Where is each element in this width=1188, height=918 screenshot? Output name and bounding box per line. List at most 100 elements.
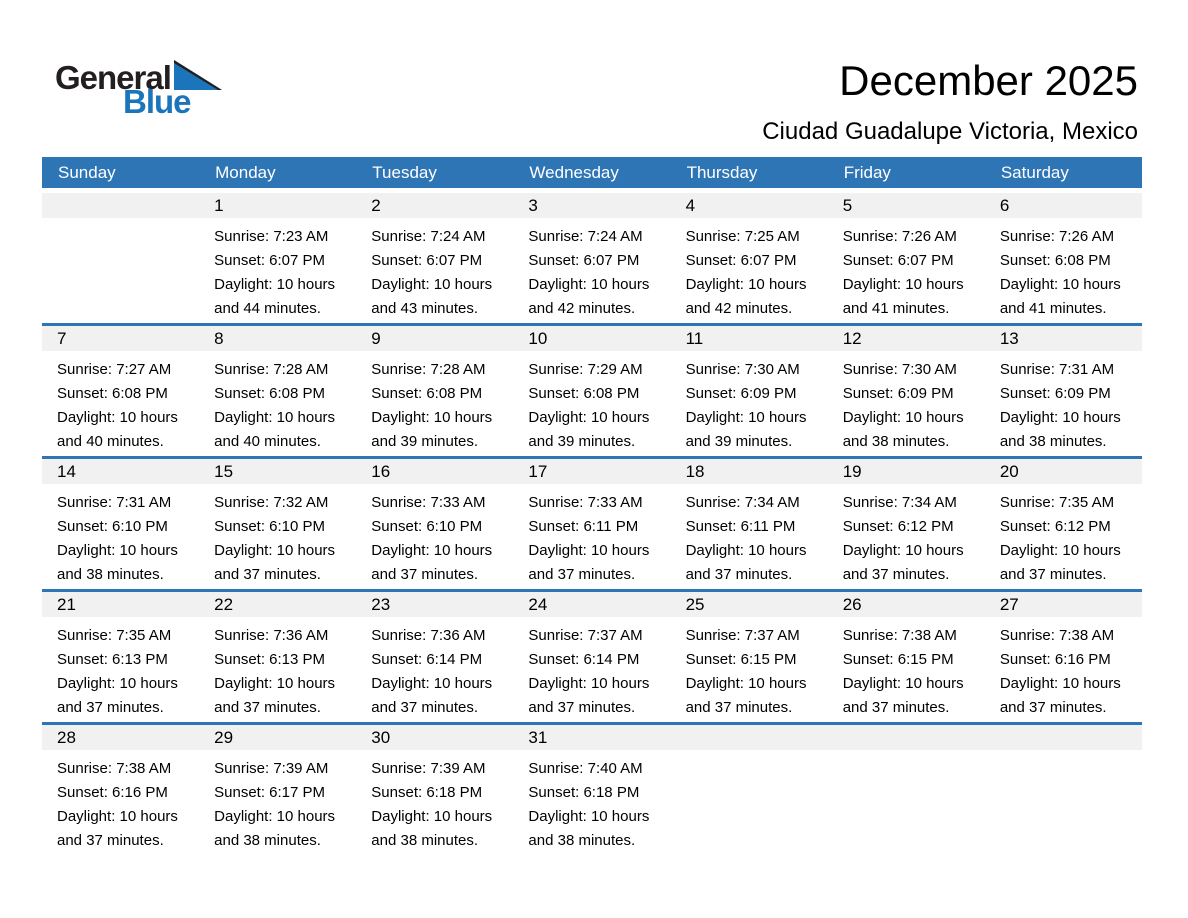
day-details: Sunrise: 7:31 AM Sunset: 6:09 PM Daylight:… (985, 351, 1142, 454)
day-number: 11 (670, 326, 828, 351)
day-number: 31 (513, 725, 671, 750)
sunset-text: Sunset: 6:07 PM (528, 252, 640, 269)
sunrise-text: Sunrise: 7:38 AM (999, 627, 1115, 644)
daylight-text-continued: and 39 minutes. (685, 433, 793, 450)
daylight-text: Daylight: 10 hours (999, 542, 1121, 559)
daylight-text: Daylight: 10 hours (842, 276, 964, 293)
day-cell: 12 Sunrise: 7:30 AM Sunset: 6:09 PM Dayligh… (827, 326, 985, 456)
sunset-text: Sunset: 6:07 PM (685, 252, 797, 269)
sunrise-text: Sunrise: 7:29 AM (528, 361, 643, 378)
day-number: 6 (984, 193, 1142, 218)
day-details: Sunrise: 7:36 AM Sunset: 6:13 PM Daylight:… (199, 617, 356, 720)
sunset-text: Sunset: 6:10 PM (214, 518, 326, 535)
week-row: 28 Sunrise: 7:38 AM Sunset: 6:16 PM Dayligh… (42, 722, 1142, 855)
weekday-header-thursday: Thursday (686, 163, 758, 182)
day-number: 24 (513, 592, 671, 617)
day-number (827, 725, 985, 750)
sunrise-text: Sunrise: 7:38 AM (57, 760, 172, 777)
daylight-text-continued: and 39 minutes. (371, 433, 479, 450)
sunrise-text: Sunrise: 7:24 AM (528, 228, 643, 245)
day-number: 29 (199, 725, 357, 750)
sunset-text: Sunset: 6:16 PM (57, 784, 168, 801)
sunset-text: Sunset: 6:09 PM (999, 385, 1111, 402)
day-number: 20 (984, 459, 1142, 484)
daylight-text-continued: and 37 minutes. (685, 566, 793, 583)
sunrise-text: Sunrise: 7:30 AM (685, 361, 800, 378)
day-details: Sunrise: 7:34 AM Sunset: 6:12 PM Daylight:… (828, 484, 985, 587)
day-number: 28 (42, 725, 200, 750)
sunrise-text: Sunrise: 7:40 AM (528, 760, 643, 777)
day-number (984, 725, 1142, 750)
day-number: 23 (356, 592, 514, 617)
daylight-text: Daylight: 10 hours (842, 542, 964, 559)
day-details: Sunrise: 7:34 AM Sunset: 6:11 PM Daylight:… (671, 484, 828, 587)
weekday-header-monday: Monday (215, 163, 276, 182)
daylight-text-continued: and 37 minutes. (842, 566, 950, 583)
daylight-text-continued: and 37 minutes. (999, 699, 1107, 716)
daylight-text: Daylight: 10 hours (528, 276, 650, 293)
day-cell: 11 Sunrise: 7:30 AM Sunset: 6:09 PM Dayligh… (670, 326, 828, 456)
day-number: 3 (513, 193, 671, 218)
daylight-text-continued: and 37 minutes. (57, 699, 164, 716)
sunrise-text: Sunrise: 7:28 AM (371, 361, 486, 378)
week-row: 14 Sunrise: 7:31 AM Sunset: 6:10 PM Dayligh… (42, 456, 1142, 589)
day-cell: 3 Sunrise: 7:24 AM Sunset: 6:07 PM Daylight… (513, 193, 671, 323)
day-cell: 29 Sunrise: 7:39 AM Sunset: 6:17 PM Dayligh… (199, 725, 357, 855)
daylight-text-continued: and 43 minutes. (371, 300, 479, 317)
sunset-text: Sunset: 6:17 PM (214, 784, 326, 801)
weekday-header-sunday: Sunday (58, 163, 116, 182)
day-number (42, 193, 200, 218)
daylight-text: Daylight: 10 hours (685, 409, 807, 426)
sunset-text: Sunset: 6:12 PM (999, 518, 1111, 535)
day-details: Sunrise: 7:39 AM Sunset: 6:17 PM Daylight:… (199, 750, 356, 853)
sunset-text: Sunset: 6:12 PM (842, 518, 954, 535)
day-number: 9 (356, 326, 514, 351)
day-cell: 17 Sunrise: 7:33 AM Sunset: 6:11 PM Dayligh… (513, 459, 671, 589)
day-cell: 4 Sunrise: 7:25 AM Sunset: 6:07 PM Daylight… (670, 193, 828, 323)
daylight-text-continued: and 38 minutes. (528, 832, 636, 849)
day-details: Sunrise: 7:35 AM Sunset: 6:12 PM Daylight:… (985, 484, 1142, 587)
daylight-text: Daylight: 10 hours (528, 542, 650, 559)
sunrise-text: Sunrise: 7:26 AM (842, 228, 957, 245)
day-details: Sunrise: 7:37 AM Sunset: 6:14 PM Daylight:… (513, 617, 670, 720)
weekday-header-saturday: Saturday (1000, 163, 1069, 182)
daylight-text-continued: and 37 minutes. (842, 699, 950, 716)
empty-day-cell (827, 725, 985, 855)
day-number: 12 (827, 326, 985, 351)
daylight-text: Daylight: 10 hours (528, 675, 650, 692)
empty-day-cell (984, 725, 1142, 855)
day-details: Sunrise: 7:29 AM Sunset: 6:08 PM Daylight:… (513, 351, 670, 454)
day-number: 30 (356, 725, 514, 750)
page-title: December 2025 (839, 57, 1138, 104)
day-cell: 24 Sunrise: 7:37 AM Sunset: 6:14 PM Dayligh… (513, 592, 671, 722)
day-number: 25 (670, 592, 828, 617)
sunset-text: Sunset: 6:08 PM (528, 385, 640, 402)
sunset-text: Sunset: 6:10 PM (57, 518, 168, 535)
sunset-text: Sunset: 6:10 PM (371, 518, 483, 535)
day-number: 21 (42, 592, 200, 617)
daylight-text: Daylight: 10 hours (842, 675, 964, 692)
daylight-text: Daylight: 10 hours (842, 409, 964, 426)
sunrise-text: Sunrise: 7:34 AM (685, 494, 800, 511)
sunrise-text: Sunrise: 7:36 AM (371, 627, 486, 644)
day-details: Sunrise: 7:26 AM Sunset: 6:07 PM Daylight:… (828, 218, 985, 321)
empty-day-cell (42, 193, 200, 323)
sunrise-text: Sunrise: 7:24 AM (371, 228, 486, 245)
daylight-text: Daylight: 10 hours (57, 808, 178, 825)
sunset-text: Sunset: 6:13 PM (214, 651, 326, 668)
day-details: Sunrise: 7:30 AM Sunset: 6:09 PM Daylight:… (828, 351, 985, 454)
sunset-text: Sunset: 6:08 PM (214, 385, 326, 402)
daylight-text: Daylight: 10 hours (371, 409, 493, 426)
sunrise-text: Sunrise: 7:23 AM (214, 228, 329, 245)
day-cell: 2 Sunrise: 7:24 AM Sunset: 6:07 PM Daylight… (356, 193, 514, 323)
weeks-container: 1 Sunrise: 7:23 AM Sunset: 6:07 PM Daylight… (42, 190, 1142, 855)
day-cell: 6 Sunrise: 7:26 AM Sunset: 6:08 PM Daylight… (984, 193, 1142, 323)
day-details: Sunrise: 7:33 AM Sunset: 6:10 PM Daylight:… (356, 484, 513, 587)
day-number: 2 (356, 193, 514, 218)
day-details (671, 750, 828, 757)
daylight-text: Daylight: 10 hours (214, 276, 336, 293)
day-details: Sunrise: 7:38 AM Sunset: 6:15 PM Daylight:… (828, 617, 985, 720)
day-number: 4 (670, 193, 828, 218)
day-cell: 26 Sunrise: 7:38 AM Sunset: 6:15 PM Dayligh… (827, 592, 985, 722)
